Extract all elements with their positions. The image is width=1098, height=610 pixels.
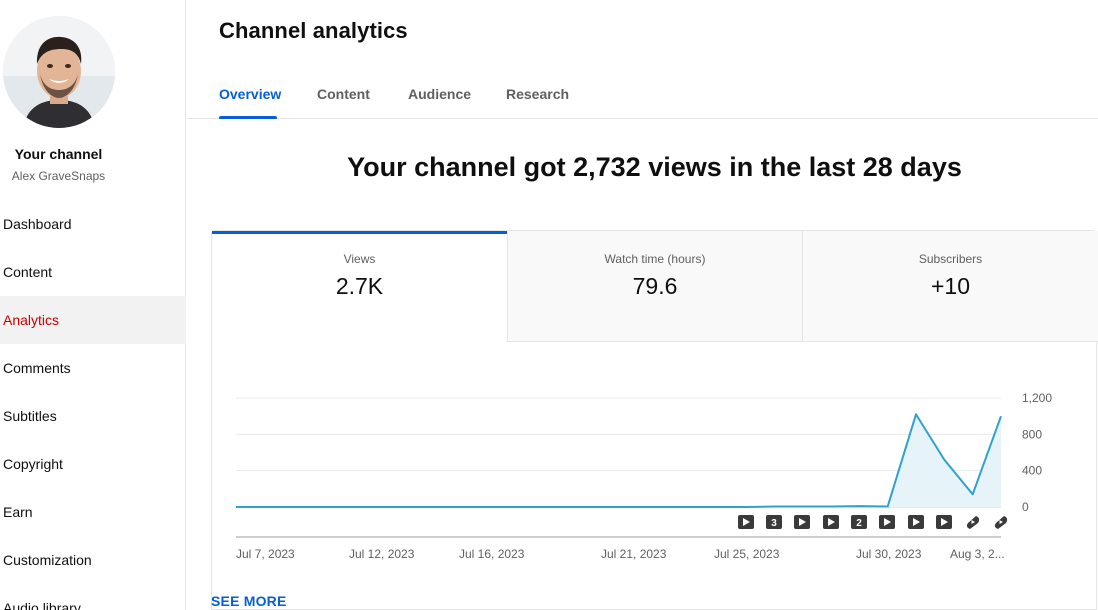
metric-subscribers-tab[interactable]: Subscribers +10 bbox=[802, 231, 1098, 342]
sidebar-item-comments[interactable]: Comments bbox=[3, 360, 71, 376]
sidebar-item-audio-library[interactable]: Audio library bbox=[3, 600, 81, 610]
sidebar-item-dashboard[interactable]: Dashboard bbox=[3, 216, 72, 232]
sidebar-nav: Dashboard Content Analytics Comments Sub… bbox=[0, 200, 186, 610]
play-icon bbox=[828, 518, 835, 526]
x-tick-label: Aug 3, 2... bbox=[950, 547, 1005, 561]
page-title: Channel analytics bbox=[219, 18, 408, 43]
x-tick-label: Jul 30, 2023 bbox=[856, 547, 922, 561]
play-icon bbox=[941, 518, 948, 526]
metric-label: Watch time (hours) bbox=[604, 252, 706, 266]
metric-value: 79.6 bbox=[632, 273, 678, 299]
y-tick-label: 0 bbox=[1022, 500, 1029, 514]
metrics-card: Views 2.7K Watch time (hours) 79.6 Subsc… bbox=[211, 230, 1098, 610]
metric-watch-time-tab[interactable]: Watch time (hours) 79.6 bbox=[507, 231, 802, 342]
upload-count-marker bbox=[851, 515, 867, 529]
metric-label: Views bbox=[343, 252, 376, 266]
see-more-link[interactable]: SEE MORE bbox=[211, 593, 287, 609]
upload-count-label: 2 bbox=[856, 518, 862, 529]
upload-count-label: 3 bbox=[771, 518, 777, 529]
channel-title: Your channel bbox=[14, 146, 103, 162]
tab-bar: Overview Content Audience Research bbox=[187, 70, 1098, 119]
metric-label: Subscribers bbox=[918, 252, 983, 266]
active-tab-indicator bbox=[219, 116, 277, 119]
views-headline: Your channel got 2,732 views in the last… bbox=[347, 152, 962, 182]
metric-value: 2.7K bbox=[335, 273, 384, 299]
main-content: Channel analytics Overview Content Audie… bbox=[187, 0, 1098, 610]
play-glyph bbox=[999, 520, 1003, 524]
sidebar-item-content[interactable]: Content bbox=[3, 264, 53, 280]
sidebar-item-earn[interactable]: Earn bbox=[3, 504, 33, 520]
series-line bbox=[236, 413, 1002, 508]
channel-name: Alex GraveSnaps bbox=[11, 169, 106, 183]
tab-overview[interactable]: Overview bbox=[219, 86, 282, 102]
x-tick-label: Jul 7, 2023 bbox=[236, 547, 295, 561]
play-icon bbox=[743, 518, 750, 526]
sidebar-item-subtitles[interactable]: Subtitles bbox=[3, 408, 57, 424]
channel-avatar[interactable] bbox=[3, 16, 115, 128]
play-icon bbox=[799, 518, 806, 526]
play-icon bbox=[913, 518, 920, 526]
y-tick-label: 1,200 bbox=[1022, 391, 1052, 405]
sidebar: Your channel Alex GraveSnaps Dashboard C… bbox=[0, 0, 186, 610]
tab-research[interactable]: Research bbox=[506, 86, 570, 102]
sidebar-item-analytics[interactable]: Analytics bbox=[0, 296, 186, 344]
views-line-chart: 1,200 800 400 0 3 2 Jul 7, 2023 Jul 12, 2023 Jul… bbox=[236, 391, 1052, 561]
x-tick-label: Jul 21, 2023 bbox=[601, 547, 667, 561]
y-tick-label: 400 bbox=[1022, 464, 1042, 478]
tab-content[interactable]: Content bbox=[317, 86, 370, 102]
area-fill bbox=[236, 414, 1001, 507]
sidebar-item-copyright[interactable]: Copyright bbox=[3, 456, 63, 472]
upload-count-marker bbox=[766, 515, 782, 529]
x-tick-label: Jul 16, 2023 bbox=[459, 547, 525, 561]
y-tick-label: 800 bbox=[1022, 427, 1042, 441]
x-tick-label: Jul 12, 2023 bbox=[349, 547, 415, 561]
tab-audience[interactable]: Audience bbox=[408, 86, 472, 102]
play-icon bbox=[884, 518, 891, 526]
x-tick-label: Jul 25, 2023 bbox=[714, 547, 780, 561]
play-glyph bbox=[971, 520, 975, 524]
metric-views-tab[interactable]: Views 2.7K bbox=[212, 231, 507, 342]
metric-value: +10 bbox=[930, 273, 970, 299]
sidebar-item-customization[interactable]: Customization bbox=[3, 552, 92, 568]
